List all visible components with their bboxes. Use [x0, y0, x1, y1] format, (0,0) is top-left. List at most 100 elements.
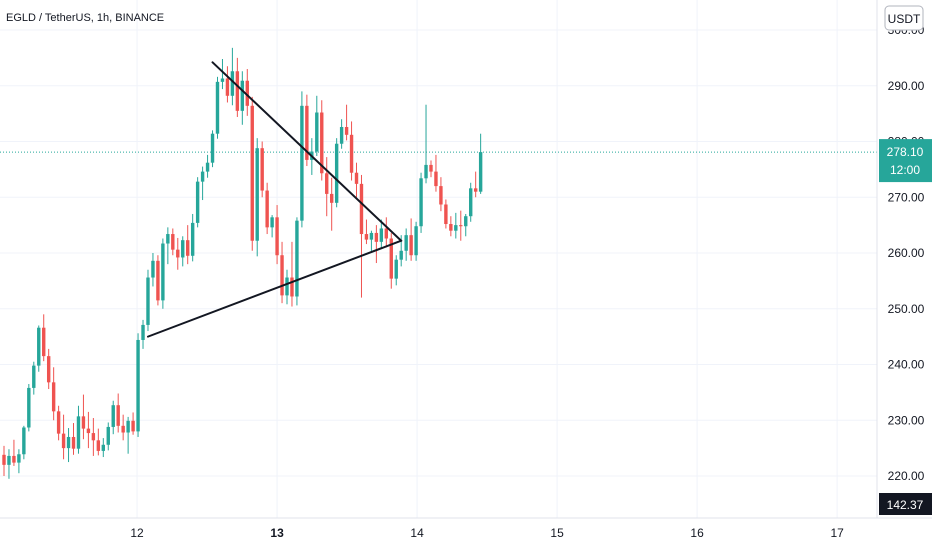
candle-body — [200, 171, 205, 182]
candle-body — [195, 181, 200, 223]
candle-body — [190, 222, 195, 256]
candle-body — [270, 217, 274, 228]
support-trendline[interactable] — [146, 239, 403, 338]
bar-countdown: 12:00 — [890, 163, 920, 177]
last-price-badge: 278.10 12:00 — [879, 139, 932, 183]
candle-body — [156, 260, 160, 301]
candle-body — [176, 249, 180, 258]
price-axis[interactable]: 300.00290.00280.00270.00260.00250.00240.… — [888, 23, 925, 483]
candle-body — [205, 162, 210, 172]
candle-body — [424, 164, 428, 179]
candle-body — [250, 105, 254, 241]
candle-body — [46, 356, 51, 383]
candle-body — [131, 420, 135, 432]
candle-body — [300, 105, 304, 221]
candle-body — [265, 190, 269, 228]
candle-body — [255, 148, 259, 241]
candle-body — [101, 444, 105, 451]
price-tick-label: 230.00 — [888, 413, 925, 427]
time-tick-label: 14 — [410, 526, 424, 540]
currency-label: USDT — [888, 12, 921, 26]
candle-body — [220, 78, 225, 82]
triangle-trendlines[interactable] — [146, 61, 403, 338]
candlestick-series — [2, 47, 483, 479]
candle-body — [96, 440, 101, 451]
candle-body — [409, 235, 413, 256]
candle-body — [121, 425, 125, 433]
candle-body — [329, 193, 334, 203]
resistance-trendline[interactable] — [211, 61, 403, 242]
bottom-price-badge: 142.37 — [879, 493, 932, 515]
time-tick-label: 16 — [690, 526, 704, 540]
candle-body — [379, 228, 384, 242]
price-tick-label: 220.00 — [888, 469, 925, 483]
candle-body — [91, 433, 96, 441]
candle-body — [2, 454, 6, 465]
candle-body — [404, 235, 408, 251]
candle-body — [444, 204, 448, 225]
candle-body — [369, 232, 374, 240]
candle-body — [141, 324, 145, 340]
candle-body — [81, 416, 86, 429]
candle-body — [235, 71, 240, 111]
chart-title: EGLD / TetherUS, 1h, BINANCE — [6, 12, 164, 24]
candle-body — [66, 436, 71, 449]
candle-body — [42, 327, 46, 357]
candle-body — [230, 71, 235, 96]
time-axis[interactable]: 12 13 14 15 16 17 — [130, 526, 844, 540]
candle-body — [315, 112, 319, 152]
price-tick-label: 270.00 — [888, 190, 925, 204]
candle-body — [171, 234, 175, 250]
bottom-price-value: 142.37 — [887, 498, 924, 512]
candle-body — [22, 427, 26, 455]
time-tick-label: 13 — [270, 526, 284, 540]
candle-body — [439, 186, 443, 205]
candle-body — [12, 455, 16, 463]
candle-body — [215, 81, 220, 134]
candle-body — [56, 411, 61, 434]
candle-body — [419, 178, 423, 227]
candle-body — [280, 255, 284, 296]
candle-body — [245, 80, 249, 106]
candle-body — [186, 240, 190, 256]
candle-body — [260, 148, 264, 191]
candle-body — [464, 216, 468, 227]
candle-body — [76, 416, 81, 449]
candle-body — [61, 433, 66, 449]
candle-body — [394, 259, 398, 279]
candle-body — [305, 105, 309, 160]
candle-body — [136, 339, 140, 432]
candle-body — [339, 127, 344, 144]
last-price-value: 278.10 — [887, 145, 924, 159]
price-tick-label: 260.00 — [888, 246, 925, 260]
time-tick-label: 12 — [130, 526, 144, 540]
candle-body — [414, 226, 418, 256]
candle-body — [225, 78, 230, 96]
candle-body — [111, 405, 115, 427]
candle-body — [384, 228, 389, 239]
candle-body — [275, 217, 279, 256]
candle-body — [126, 420, 130, 433]
candle-body — [181, 240, 185, 258]
candle-body — [469, 188, 473, 217]
candle-body — [399, 250, 403, 260]
time-tick-label: 17 — [830, 526, 844, 540]
price-tick-label: 240.00 — [888, 358, 925, 372]
candle-body — [32, 365, 36, 388]
candle-body — [161, 243, 165, 301]
candle-body — [146, 277, 150, 325]
candle-body — [434, 171, 438, 187]
candle-body — [285, 277, 289, 296]
candle-body — [295, 220, 299, 297]
candle-body — [473, 188, 478, 192]
candle-body — [166, 234, 170, 244]
price-tick-label: 290.00 — [888, 79, 925, 93]
candle-body — [359, 183, 364, 235]
time-tick-label: 15 — [550, 526, 564, 540]
chart-grid — [0, 0, 877, 518]
candle-body — [334, 143, 339, 203]
candle-body — [354, 172, 359, 184]
currency-button[interactable]: USDT — [884, 5, 924, 31]
candle-body — [344, 127, 349, 135]
